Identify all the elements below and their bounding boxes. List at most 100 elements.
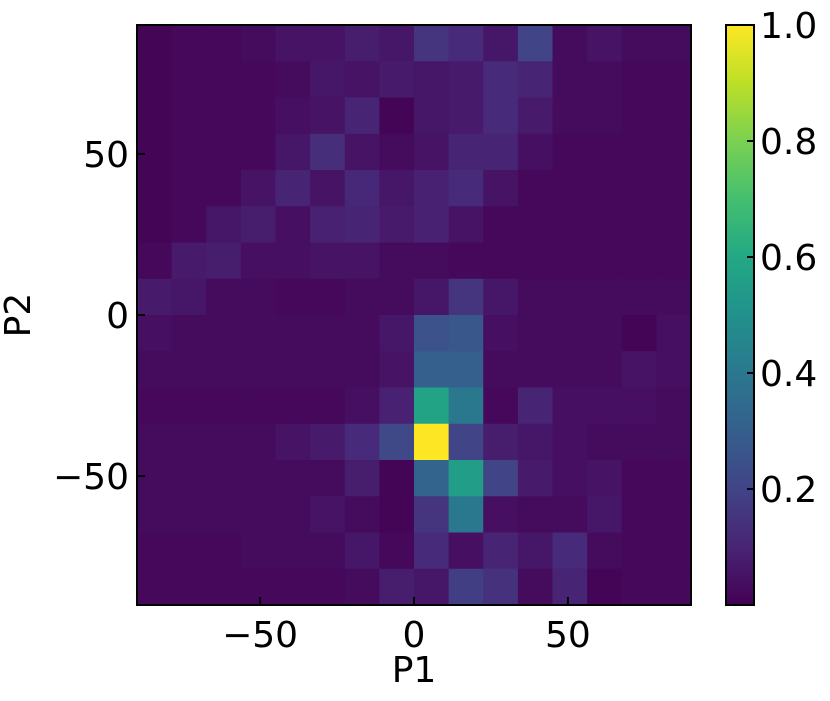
heatmap-cell (344, 61, 380, 98)
heatmap-cell (483, 278, 519, 316)
heatmap-cell (414, 25, 450, 62)
heatmap-cell (344, 242, 380, 280)
heatmap-cell (206, 460, 242, 497)
heatmap-cell (206, 568, 242, 606)
heatmap-cell (414, 387, 450, 425)
heatmap-cell (517, 387, 553, 425)
heatmap-cell (448, 242, 484, 280)
colorbar-tick-label: 0.4 (760, 354, 817, 395)
heatmap-cell (206, 133, 242, 171)
heatmap-cell (552, 170, 588, 207)
heatmap-cell (275, 568, 311, 606)
heatmap-cell (344, 568, 380, 606)
heatmap-cell (310, 133, 346, 171)
heatmap-cell (448, 206, 484, 243)
heatmap-cell (587, 387, 623, 425)
heatmap-cell (240, 423, 276, 461)
heatmap-cell (275, 25, 311, 62)
heatmap-cell (587, 278, 623, 316)
heatmap-cell (587, 97, 623, 135)
heatmap-cell (310, 242, 346, 280)
heatmap-cell (552, 278, 588, 316)
heatmap-cell (240, 351, 276, 388)
heatmap-cell (414, 351, 450, 388)
heatmap-cell (275, 423, 311, 461)
heatmap-cell (552, 423, 588, 461)
heatmap-cell (344, 460, 380, 497)
y-axis-ticks: −50 0 50 (53, 135, 145, 498)
heatmap-cell (137, 206, 173, 243)
colorbar-tick-label: 0.8 (760, 122, 817, 163)
heatmap-cell (414, 242, 450, 280)
heatmap-cell (656, 387, 692, 425)
heatmap-cell (414, 568, 450, 606)
heatmap-cell (171, 568, 207, 606)
heatmap-cell (137, 25, 173, 62)
heatmap-cell (448, 61, 484, 98)
heatmap-cell (206, 351, 242, 388)
heatmap-cell (137, 133, 173, 171)
heatmap-cell (275, 61, 311, 98)
heatmap-cell (171, 133, 207, 171)
heatmap-cell (587, 460, 623, 497)
colorbar-ticks: 0.2 0.4 0.6 0.8 1.0 (747, 6, 817, 511)
heatmap-cell (275, 242, 311, 280)
heatmap-cell (240, 170, 276, 207)
heatmap-cell (483, 387, 519, 425)
heatmap-cell (621, 315, 657, 352)
heatmap-cell (448, 387, 484, 425)
heatmap-cell (275, 532, 311, 570)
heatmap-cell (137, 315, 173, 352)
heatmap-cell (656, 61, 692, 98)
heatmap-cell (240, 133, 276, 171)
y-tick-label: 0 (106, 296, 129, 337)
heatmap-cell (379, 25, 415, 62)
colorbar-tick-label: 0.2 (760, 470, 817, 511)
heatmap-cell (275, 460, 311, 497)
heatmap-cell (206, 25, 242, 62)
heatmap-cell (275, 133, 311, 171)
heatmap-cell (414, 97, 450, 135)
heatmap-cell (137, 387, 173, 425)
heatmap-cell (448, 532, 484, 570)
heatmap-cell (240, 206, 276, 243)
heatmap-cell (414, 133, 450, 171)
heatmap-cell (379, 496, 415, 533)
heatmap-cell (587, 25, 623, 62)
heatmap-cell (171, 496, 207, 533)
heatmap-cell (517, 61, 553, 98)
heatmap-cell (414, 460, 450, 497)
heatmap-cell (310, 568, 346, 606)
heatmap-cell (240, 387, 276, 425)
heatmap-cell (656, 496, 692, 533)
heatmap-cell (344, 315, 380, 352)
heatmap-cell (206, 278, 242, 316)
heatmap-cell (483, 423, 519, 461)
heatmap-cell (310, 460, 346, 497)
heatmap-cell (171, 97, 207, 135)
heatmap-cell (448, 351, 484, 388)
heatmap-cell (137, 61, 173, 98)
heatmap-cell (240, 278, 276, 316)
heatmap-cell (206, 496, 242, 533)
heatmap-cell (448, 315, 484, 352)
heatmap-cell (137, 278, 173, 316)
heatmap-cell (344, 532, 380, 570)
heatmap-cell (240, 568, 276, 606)
heatmap-cell (137, 97, 173, 135)
heatmap-cell (621, 133, 657, 171)
heatmap-cell (379, 133, 415, 171)
heatmap-cell (171, 25, 207, 62)
heatmap-cell (379, 97, 415, 135)
heatmap-cell (344, 25, 380, 62)
heatmap-cell (483, 532, 519, 570)
heatmap-cell (552, 315, 588, 352)
heatmap-cell (517, 568, 553, 606)
heatmap-cell (206, 242, 242, 280)
heatmap-cell (137, 423, 173, 461)
heatmap-cells (137, 25, 692, 606)
heatmap-cell (310, 423, 346, 461)
heatmap-cell (310, 315, 346, 352)
heatmap-cell (483, 97, 519, 135)
heatmap-cell (414, 315, 450, 352)
